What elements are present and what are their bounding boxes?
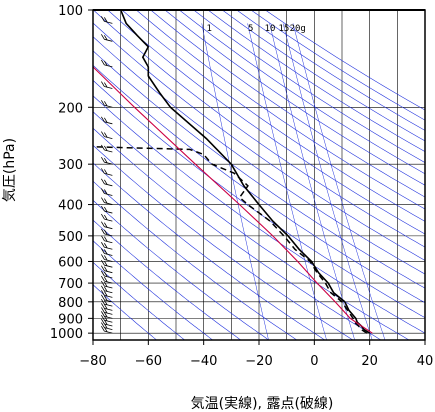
x-tick-label: 0 xyxy=(310,354,318,369)
mixing-ratio-line xyxy=(282,23,373,340)
dry-adiabat xyxy=(93,64,425,304)
y-tick-label: 800 xyxy=(58,296,83,311)
x-tick-label: −20 xyxy=(245,354,272,369)
wind-barbs xyxy=(101,16,113,334)
wind-barb xyxy=(101,270,113,279)
dry-adiabat xyxy=(93,127,382,340)
parcel-line xyxy=(93,66,373,334)
dry-adiabat xyxy=(93,199,269,340)
wind-barb xyxy=(101,294,113,303)
wind-barb xyxy=(101,213,113,222)
wind-barb xyxy=(101,290,113,298)
dry-adiabat xyxy=(93,36,425,275)
mixing-ratio-label: 15 xyxy=(278,24,289,34)
wind-barb xyxy=(101,197,113,205)
wind-barb xyxy=(101,248,113,256)
dry-adiabat xyxy=(93,261,185,340)
wind-barb xyxy=(101,144,113,153)
y-tick-label: 700 xyxy=(58,277,83,292)
wind-barb xyxy=(101,100,113,108)
dry-adiabat xyxy=(93,10,425,248)
wind-barb xyxy=(101,116,113,125)
dry-adiabat xyxy=(93,144,354,340)
wind-barb xyxy=(101,168,113,176)
mixing-ratio-line xyxy=(292,23,386,340)
wind-barb xyxy=(101,275,113,284)
wind-barb xyxy=(101,259,113,268)
dry-adiabat xyxy=(93,50,425,289)
dry-adiabat xyxy=(193,10,425,163)
wind-barb xyxy=(101,242,113,250)
wind-barb xyxy=(101,298,113,307)
wind-barb xyxy=(101,156,113,165)
dry-adiabat xyxy=(265,10,425,111)
wind-barb xyxy=(101,318,113,327)
wind-barb xyxy=(101,280,113,289)
y-axis-title: 気圧(hPa) xyxy=(2,138,18,202)
x-tick-label: −40 xyxy=(190,354,217,369)
series-layer xyxy=(93,10,373,334)
wind-barb xyxy=(101,188,113,196)
mixing-ratio-line xyxy=(269,23,355,340)
y-tick-label: 900 xyxy=(58,312,83,327)
y-tick-label: 300 xyxy=(58,158,83,173)
grid-clip-group xyxy=(93,10,425,340)
x-tick-label: −60 xyxy=(135,354,162,369)
x-tick-label: −80 xyxy=(79,354,106,369)
wind-barb xyxy=(101,16,113,24)
y-tick-label: 1000 xyxy=(50,327,83,342)
wind-barb xyxy=(101,265,113,274)
dry-adiabat xyxy=(150,10,425,198)
mixing-ratio-label: 10 xyxy=(265,24,276,34)
dry-adiabat xyxy=(179,10,425,175)
dry-adiabat xyxy=(121,10,425,222)
wind-barb xyxy=(101,205,113,214)
axis-layer: −80 −60 −40 −20 0 20 40 100 200 300 400 500 600 700 80… xyxy=(50,4,433,369)
dry-adiabat xyxy=(93,111,410,340)
grid-layer xyxy=(93,10,425,340)
dry-adiabat xyxy=(93,22,425,261)
dry-adiabat xyxy=(93,219,241,340)
mixing-ratio-label: 5 xyxy=(248,24,253,34)
dry-adiabat xyxy=(136,10,425,210)
dry-adiabat xyxy=(93,284,157,340)
wind-barb xyxy=(101,221,113,230)
wind-barb xyxy=(101,285,113,294)
y-tick-label: 400 xyxy=(58,199,83,214)
wind-barb xyxy=(101,59,113,68)
wind-barb xyxy=(101,254,113,262)
y-tick-label: 600 xyxy=(58,255,83,270)
wind-barb xyxy=(101,235,113,244)
y-tick-label: 200 xyxy=(58,101,83,116)
dry-adiabat xyxy=(93,240,213,340)
dry-adiabat xyxy=(93,79,425,319)
wind-barb xyxy=(101,131,113,139)
dry-adiabat xyxy=(107,10,425,235)
y-tick-label: 100 xyxy=(58,4,83,19)
wind-barb xyxy=(101,81,113,89)
y-tick-label: 500 xyxy=(58,230,83,245)
wind-barb xyxy=(101,178,113,187)
dry-adiabat xyxy=(93,162,326,340)
wind-barb xyxy=(101,303,113,311)
mixing-ratio-label: 20g xyxy=(290,24,306,34)
wind-barb xyxy=(101,307,113,315)
dry-adiabat xyxy=(222,10,425,142)
dry-adiabat xyxy=(93,95,425,334)
mixing-ratio-line xyxy=(201,23,269,340)
mixing-ratio-label: 1 xyxy=(206,24,211,34)
dewpoint-line xyxy=(93,146,368,334)
dry-adiabat xyxy=(164,10,425,186)
x-tick-label: 20 xyxy=(361,354,378,369)
mixing-ratio-line xyxy=(247,23,327,340)
x-axis-title: 気温(実線), 露点(破線) xyxy=(191,396,334,412)
wind-barb xyxy=(101,311,113,319)
wind-barb xyxy=(101,315,113,323)
x-tick-label: 40 xyxy=(417,354,434,369)
wind-barb xyxy=(101,228,113,237)
temperature-line xyxy=(119,10,371,334)
wind-barb xyxy=(101,34,113,42)
dry-adiabat xyxy=(207,10,425,152)
